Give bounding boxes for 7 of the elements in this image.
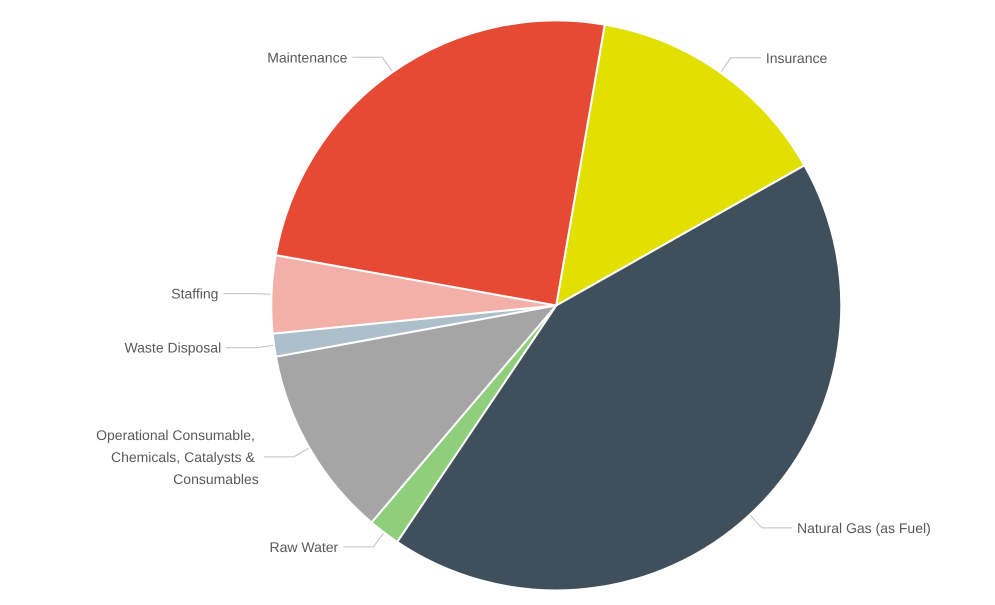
slice-label: Insurance bbox=[766, 50, 828, 66]
slice-label: Waste Disposal bbox=[124, 340, 222, 356]
slice-label: Natural Gas (as Fuel) bbox=[796, 520, 931, 536]
slice-label: Maintenance bbox=[267, 49, 348, 66]
slice-label: Staffing bbox=[171, 286, 218, 302]
slice-label: Raw Water bbox=[269, 538, 339, 555]
slice-label: Operational Consumable, Chemicals, Catalysts & Consumables bbox=[96, 426, 259, 487]
